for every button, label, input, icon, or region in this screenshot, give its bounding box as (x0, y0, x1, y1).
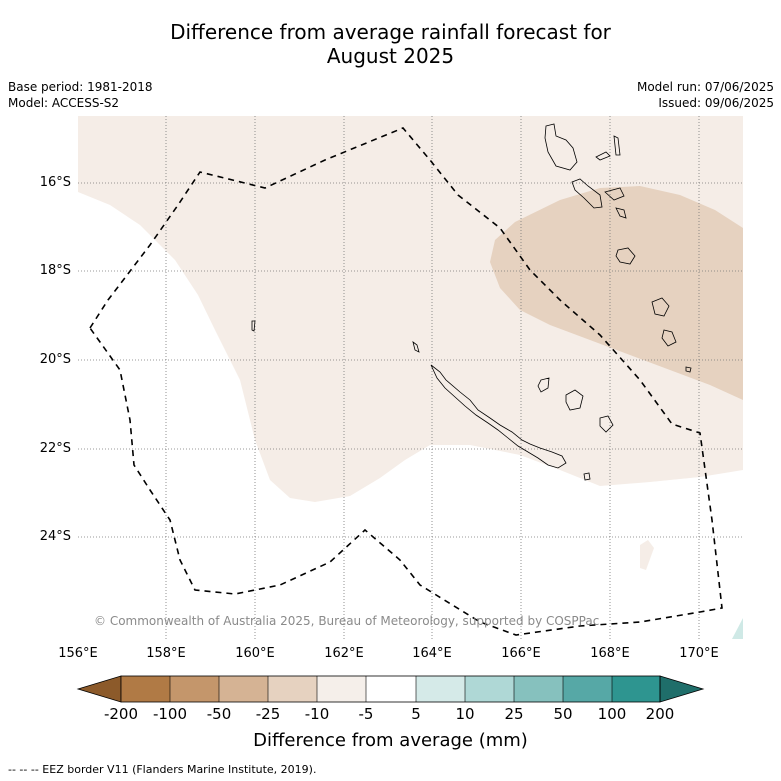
copyright-notice: © Commonwealth of Australia 2025, Bureau… (94, 614, 600, 628)
colorbar-segment (317, 676, 366, 702)
vanuatu-ambae (595, 151, 611, 161)
colorbar-tick-label: 5 (411, 705, 421, 723)
vanuatu-maewo (613, 135, 621, 156)
lat-label-16s: 16°S (39, 175, 71, 190)
coastlines (251, 123, 692, 481)
colorbar-segment (563, 676, 612, 702)
lat-label-22s: 22°S (39, 441, 71, 456)
colorbar-tick-label: 25 (504, 705, 524, 723)
title-line-1: Difference from average rainfall forecas… (170, 20, 611, 44)
colorbar-tick-label: -5 (358, 705, 374, 723)
colorbar-segment (121, 676, 170, 702)
vanuatu-aneityum (685, 366, 692, 373)
colorbar-segment (514, 676, 563, 702)
colorbar-tick-label: -50 (206, 705, 232, 723)
lon-label-162e: 162°E (324, 646, 364, 661)
isle-of-pines (583, 472, 591, 481)
vanuatu-epi (615, 207, 627, 219)
vanuatu-tanna (661, 329, 677, 347)
colorbar-left-extension (76, 675, 122, 703)
colorbar-tick-label: 200 (645, 705, 675, 723)
eez-border (89, 127, 723, 636)
colorbar-tick-label: 100 (597, 705, 627, 723)
belep-islands (412, 341, 420, 353)
lon-label-158e: 158°E (146, 646, 186, 661)
colorbar-segment (170, 676, 219, 702)
loyalty-island-mare (599, 415, 614, 433)
lon-label-164e: 164°E (412, 646, 452, 661)
colorbar-segment (219, 676, 268, 702)
loyalty-island-lifou (565, 389, 584, 411)
vanuatu-efate (615, 247, 636, 265)
colorbar-dividers (169, 676, 613, 702)
wet-anomaly-region (732, 618, 743, 639)
lon-label-166e: 166°E (501, 646, 541, 661)
colorbar-segment (612, 676, 660, 702)
lat-label-18s: 18°S (39, 263, 71, 278)
chesterfield-islet (251, 320, 256, 332)
map-area (78, 116, 743, 639)
colorbar-tick-label: -100 (152, 705, 188, 723)
colorbar-segment (465, 676, 514, 702)
colorbar-title: Difference from average (mm) (253, 730, 528, 751)
map-title: Difference from average rainfall forecas… (0, 20, 781, 68)
colorbar-right-extension (659, 675, 705, 703)
colorbar-outline (120, 675, 661, 703)
base-period-text: Base period: 1981-2018 (8, 80, 153, 94)
vanuatu-espiritu-santo (544, 123, 578, 171)
colorbar (76, 675, 705, 703)
lat-label-20s: 20°S (39, 352, 71, 367)
colorbar-tick-label: -25 (255, 705, 281, 723)
colorbar-segment (416, 676, 465, 702)
colorbar-segment (366, 676, 416, 702)
vanuatu-pentecost (604, 187, 625, 201)
gridlines (78, 116, 743, 639)
lat-label-24s: 24°S (39, 529, 71, 544)
vanuatu-erromango (651, 297, 670, 317)
lon-label-170e: 170°E (679, 646, 719, 661)
model-run-text: Model run: 07/06/2025 (636, 80, 774, 94)
colorbar-tick-label: 10 (455, 705, 475, 723)
new-caledonia-mainland (430, 364, 567, 469)
eez-footnote: -- -- -- EEZ border V11 (Flanders Marine… (8, 763, 317, 776)
colorbar-segment (268, 676, 317, 702)
meta-right: Model run: 07/06/2025 Issued: 09/06/2025 (637, 79, 774, 111)
small-dry-patch (640, 540, 654, 570)
colorbar-tick-label: -10 (304, 705, 330, 723)
colorbar-tick-label: 50 (553, 705, 573, 723)
lon-label-156e: 156°E (58, 646, 98, 661)
colorbar-tick-label: -200 (103, 705, 139, 723)
title-line-2: August 2025 (326, 44, 455, 68)
issued-text: Issued: 09/06/2025 (658, 96, 774, 110)
loyalty-island-ouvea (537, 377, 550, 393)
lon-label-168e: 168°E (590, 646, 630, 661)
moderate-dry-anomaly-region (490, 186, 743, 400)
vanuatu-malakula (571, 178, 603, 209)
model-text: Model: ACCESS-S2 (8, 96, 120, 110)
meta-left: Base period: 1981-2018 Model: ACCESS-S2 (8, 79, 153, 111)
lon-label-160e: 160°E (235, 646, 275, 661)
